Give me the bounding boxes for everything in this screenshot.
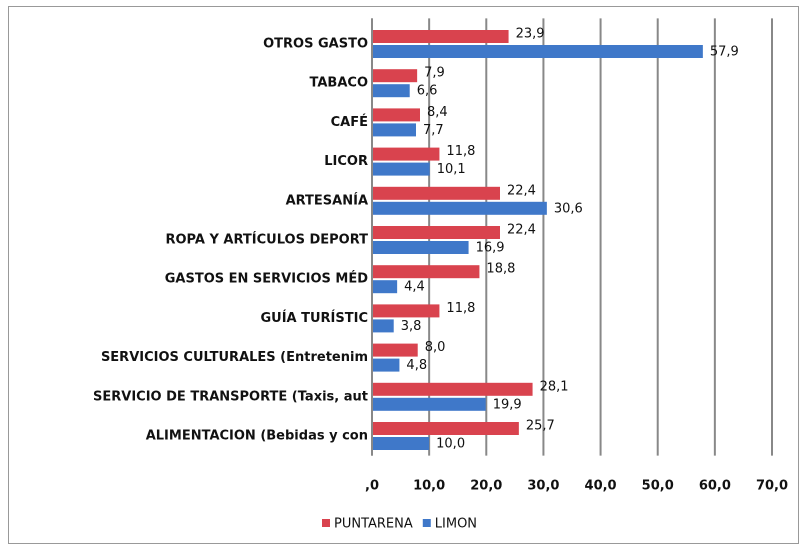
value-label: 6,6 — [417, 84, 438, 99]
category-labels: OTROS GASTO TABACO CAFÉ LICOR ARTESANÍA ROPA … — [93, 37, 368, 444]
legend-swatch — [422, 519, 431, 527]
value-label: 16,9 — [476, 241, 505, 256]
value-label: 19,9 — [493, 397, 522, 412]
bar — [372, 319, 394, 333]
value-label: 7,7 — [423, 123, 444, 138]
value-label: 22,4 — [507, 183, 536, 198]
bar — [372, 162, 430, 176]
value-label: 11,8 — [446, 144, 475, 159]
category-label: OTROS GASTO — [263, 37, 368, 52]
value-label: 28,1 — [540, 379, 569, 394]
legend-label: LIMON — [435, 517, 477, 532]
value-label: 3,8 — [401, 319, 422, 334]
bar — [372, 201, 547, 215]
category-label: ROPA Y ARTÍCULOS DEPORT — [165, 232, 368, 248]
x-tick-label: ,0 — [365, 479, 379, 494]
value-label: 7,9 — [424, 66, 445, 81]
value-label: 22,4 — [507, 223, 536, 238]
bar — [372, 265, 480, 279]
bar — [372, 30, 509, 43]
bar — [372, 397, 486, 411]
bar — [372, 343, 418, 357]
value-label: 10,0 — [436, 437, 465, 452]
bar — [372, 226, 500, 239]
x-tick-label: 20,0 — [470, 479, 502, 494]
bar — [372, 108, 420, 122]
bar — [372, 123, 416, 137]
x-tick-label: 60,0 — [699, 479, 731, 494]
bar — [372, 437, 430, 450]
value-label: 30,6 — [554, 201, 583, 216]
legend-swatch — [322, 519, 330, 527]
category-label: SERVICIO DE TRANSPORTE (Taxis, aut — [93, 389, 368, 404]
bar — [372, 382, 533, 396]
bar — [372, 358, 400, 372]
category-label: ALIMENTACION (Bebidas y con — [146, 429, 368, 444]
category-label: GASTOS EN SERVICIOS MÉD — [165, 271, 368, 287]
bar — [372, 186, 500, 200]
bar — [372, 241, 469, 254]
category-label: GUÍA TURÍSTIC — [260, 310, 368, 326]
x-tick-label: 50,0 — [642, 479, 674, 494]
value-label: 11,8 — [446, 301, 475, 316]
value-label: 57,9 — [710, 45, 739, 60]
bar — [372, 69, 418, 83]
category-label: CAFÉ — [331, 114, 368, 130]
value-label: 4,8 — [406, 358, 427, 373]
category-label: SERVICIOS CULTURALES (Entretenim — [101, 350, 368, 365]
bar — [372, 45, 703, 58]
x-tick-label: 40,0 — [585, 479, 617, 494]
category-label: LICOR — [324, 154, 368, 169]
x-tick-label: 10,0 — [413, 479, 445, 494]
x-tick-label: 30,0 — [527, 479, 559, 494]
bar — [372, 422, 519, 435]
value-label: 8,0 — [425, 340, 446, 355]
value-label: 23,9 — [516, 27, 545, 42]
bar — [372, 84, 410, 98]
value-label: 18,8 — [486, 262, 515, 277]
x-tick-label: 70,0 — [756, 479, 788, 494]
legend-label: PUNTARENA — [334, 517, 413, 532]
bar — [372, 147, 440, 161]
category-label: ARTESANÍA — [286, 192, 368, 208]
value-label: 10,1 — [437, 162, 466, 177]
category-label: TABACO — [310, 76, 368, 91]
value-label: 4,4 — [404, 280, 425, 295]
bar — [372, 304, 440, 318]
value-label: 8,4 — [427, 105, 448, 120]
bar — [372, 280, 398, 294]
value-label: 25,7 — [526, 419, 555, 434]
